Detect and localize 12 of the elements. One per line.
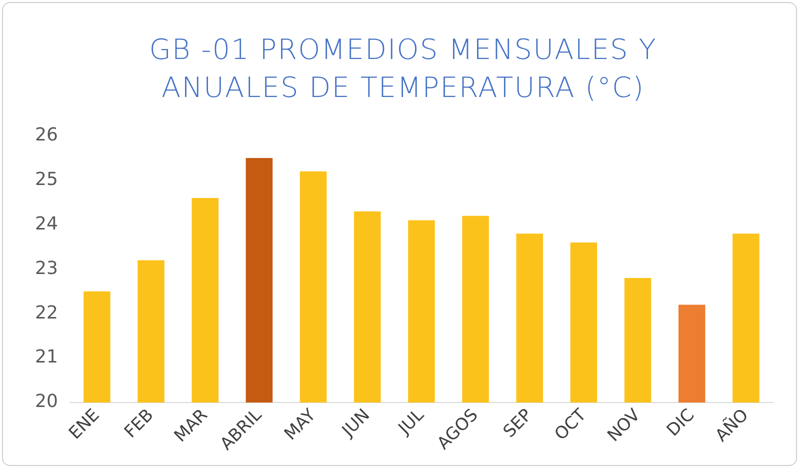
y-tick-label: 22 — [35, 302, 58, 324]
x-tick-label: JUL — [394, 404, 428, 440]
y-tick-label: 26 — [35, 124, 58, 146]
x-tick-label: DIC — [663, 405, 699, 441]
y-tick-label: 21 — [35, 346, 58, 368]
x-tick-label: SEP — [500, 405, 536, 442]
y-tick-label: 23 — [35, 258, 58, 279]
y-tick-label: 25 — [35, 168, 58, 190]
x-tick-label: FEB — [120, 405, 158, 442]
y-tick-label: 24 — [35, 213, 58, 234]
chart-title: GB -01 PROMEDIOS MENSUALES Y ANUALES DE TEMPERATURA (°C) — [148, 32, 658, 106]
y-tick-label: 20 — [35, 391, 58, 412]
